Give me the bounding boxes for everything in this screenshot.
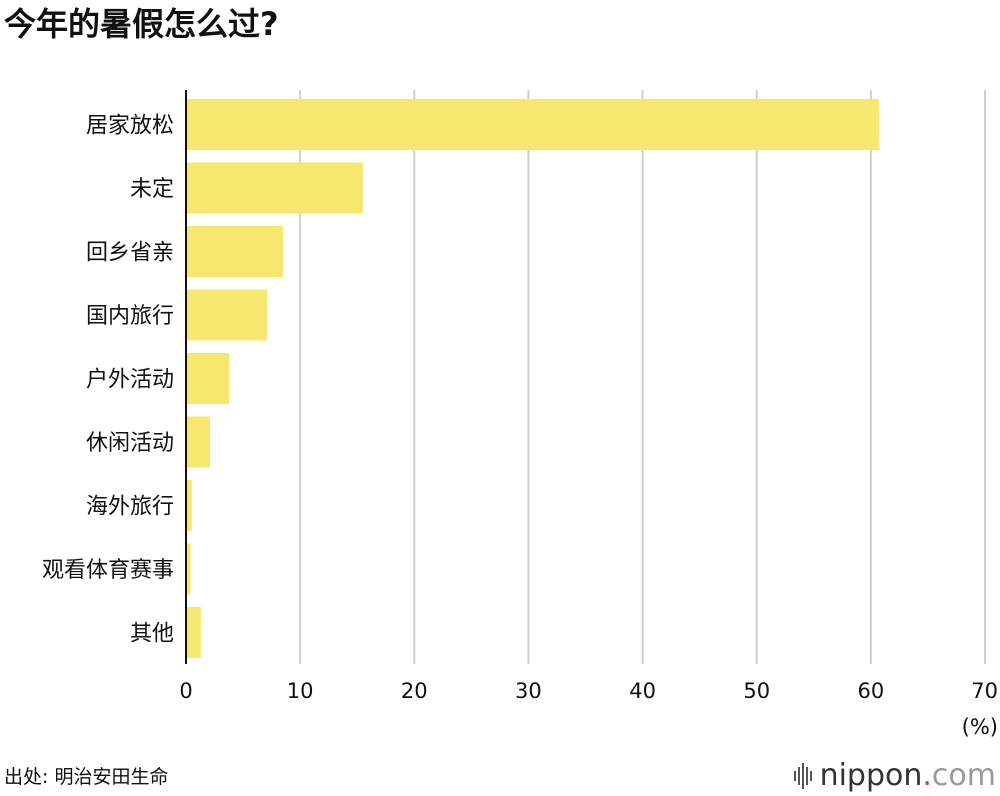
x-tick-label: 30 [515,679,542,703]
category-label: 海外旅行 [86,495,174,520]
logo-mark-icon [793,763,812,789]
category-label: 回乡省亲 [86,241,174,266]
chart-title: 今年的暑假怎么过? [4,5,279,43]
x-tick-label: 70 [971,679,998,703]
bar [186,353,230,404]
nippon-logo: nippon. com [793,758,996,794]
logo-tld: com [931,758,996,793]
bars [186,99,879,658]
category-label: 其他 [130,622,174,647]
x-tick-label: 20 [401,679,428,703]
bar [186,162,363,214]
logo-name: nippon [819,758,923,793]
bar [186,543,191,595]
category-label: 休闲活动 [86,431,174,456]
bar [186,480,192,531]
bar [186,99,879,150]
category-label: 国内旅行 [86,304,174,329]
x-tick-label: 10 [287,679,314,703]
x-tick-label: 40 [629,679,656,703]
x-tick-label: 60 [857,679,884,703]
logo-dot: . [922,758,932,793]
x-tick-labels: 0 10 20 30 40 50 60 70 [179,679,998,703]
x-tick-label: 50 [743,679,770,703]
bar [186,416,210,468]
category-label: 未定 [130,177,174,202]
bar [186,607,201,658]
source-note: 出处: 明治安田生命 [4,766,169,788]
category-label: 户外活动 [86,368,174,393]
category-label: 居家放松 [86,114,174,139]
bar [186,226,284,277]
bar [186,289,268,341]
gridlines [299,90,986,664]
category-label: 观看体育赛事 [42,558,174,583]
x-unit-label: (%) [962,715,998,739]
x-tick-label: 0 [179,679,192,703]
